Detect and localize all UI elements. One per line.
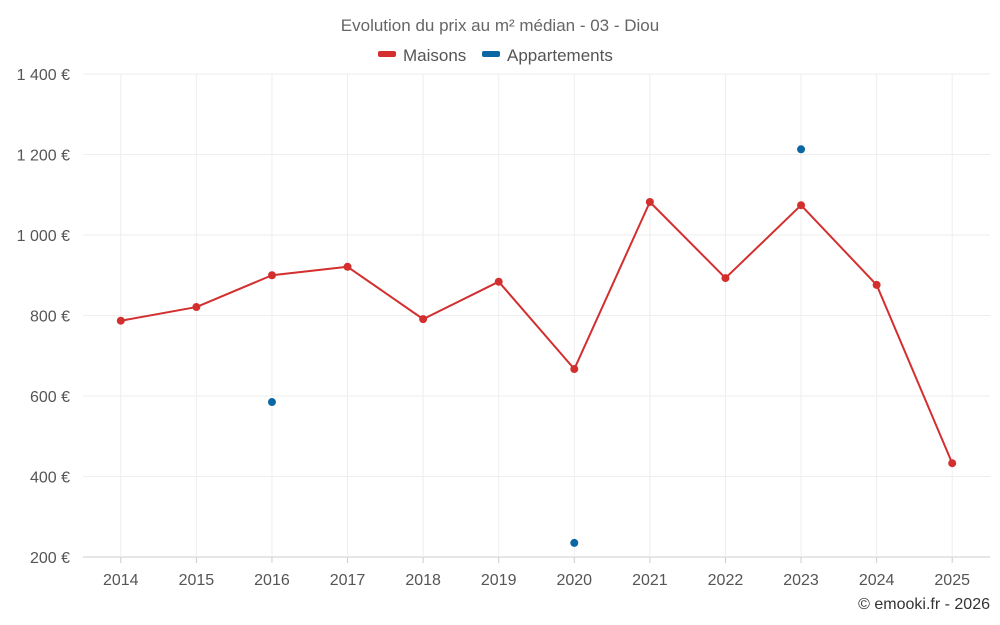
legend-swatch-maisons [378, 51, 396, 57]
data-point-maisons[interactable] [797, 201, 806, 210]
data-point-maisons[interactable] [570, 365, 579, 374]
x-tick-label: 2016 [254, 572, 290, 589]
x-tick-label: 2023 [783, 572, 819, 589]
data-point-maisons[interactable] [267, 271, 276, 280]
chart-title: Evolution du prix au m² médian - 03 - Di… [341, 16, 659, 35]
data-point-maisons[interactable] [419, 315, 428, 324]
y-tick-label: 200 € [30, 550, 70, 567]
legend-item-appartements[interactable]: Appartements [482, 46, 613, 65]
data-point-maisons[interactable] [948, 459, 957, 468]
x-tick-label: 2022 [708, 572, 744, 589]
data-point-maisons[interactable] [645, 197, 654, 206]
x-tick-label: 2020 [556, 572, 592, 589]
credit-text: © emooki.fr - 2026 [858, 596, 990, 613]
y-tick-label: 1 400 € [17, 67, 70, 84]
legend-item-maisons[interactable]: Maisons [378, 46, 466, 65]
x-tick-label: 2015 [179, 572, 215, 589]
x-tick-label: 2021 [632, 572, 668, 589]
gridlines [83, 73, 990, 558]
data-point-appartements[interactable] [797, 145, 806, 154]
data-point-maisons[interactable] [872, 280, 881, 289]
y-tick-label: 400 € [30, 470, 70, 487]
x-tick-label: 2024 [859, 572, 895, 589]
legend-label-maisons: Maisons [403, 46, 466, 65]
x-tick-label: 2018 [405, 572, 441, 589]
x-tick-label: 2025 [934, 572, 970, 589]
data-point-appartements[interactable] [267, 398, 276, 407]
x-tick-label: 2019 [481, 572, 517, 589]
data-point-maisons[interactable] [494, 277, 503, 286]
data-point-maisons[interactable] [343, 262, 352, 271]
legend: Maisons Appartements [378, 46, 613, 65]
legend-label-appartements: Appartements [507, 46, 613, 65]
y-tick-label: 1 000 € [17, 228, 70, 245]
data-point-maisons[interactable] [721, 274, 730, 283]
y-axis: 200 € 400 € 600 € 800 € 1 000 € 1 200 € 1 400 … [17, 67, 70, 567]
y-tick-label: 1 200 € [17, 148, 70, 165]
series-line-maisons [120, 200, 954, 464]
data-point-maisons[interactable] [192, 303, 201, 312]
legend-swatch-appartements [482, 51, 500, 57]
series-layer [116, 145, 957, 547]
y-tick-label: 800 € [30, 309, 70, 326]
x-tick-label: 2017 [330, 572, 366, 589]
x-axis: 2014 2015 2016 2017 2018 2019 2020 2021 2022 2023… [103, 557, 970, 589]
data-point-appartements[interactable] [570, 538, 579, 547]
y-tick-label: 600 € [30, 389, 70, 406]
data-point-maisons[interactable] [116, 316, 125, 325]
x-tick-label: 2014 [103, 572, 139, 589]
